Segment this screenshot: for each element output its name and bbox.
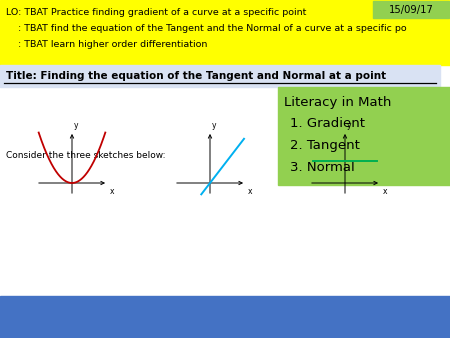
Text: : TBAT learn higher order differentiation: : TBAT learn higher order differentiatio…	[6, 40, 207, 49]
Text: LO: TBAT Practice finding gradient of a curve at a specific point: LO: TBAT Practice finding gradient of a …	[6, 8, 306, 17]
Text: Consider the three sketches below:: Consider the three sketches below:	[6, 150, 166, 160]
Text: 3. Normal: 3. Normal	[290, 161, 355, 174]
Bar	[0, 0, 450, 65]
Text: 1. Gradient: 1. Gradient	[290, 117, 365, 130]
Text: Title: Finding the equation of the Tangent and Normal at a point: Title: Finding the equation of the Tange…	[6, 71, 386, 81]
Text: y: y	[74, 121, 78, 130]
Bar	[373, 1, 449, 18]
Text: x: x	[383, 187, 387, 196]
Text: 2. Tangent: 2. Tangent	[290, 139, 360, 152]
Text: y: y	[347, 121, 351, 130]
Text: 15/09/17: 15/09/17	[388, 4, 433, 15]
Text: x: x	[110, 187, 114, 196]
Bar	[0, 65, 440, 87]
Bar	[278, 87, 450, 185]
Text: y: y	[212, 121, 216, 130]
Text: : TBAT find the equation of the Tangent and the Normal of a curve at a specific : : TBAT find the equation of the Tangent …	[6, 24, 407, 33]
Bar	[0, 296, 450, 338]
Text: x: x	[248, 187, 252, 196]
Text: Literacy in Math: Literacy in Math	[284, 96, 392, 109]
